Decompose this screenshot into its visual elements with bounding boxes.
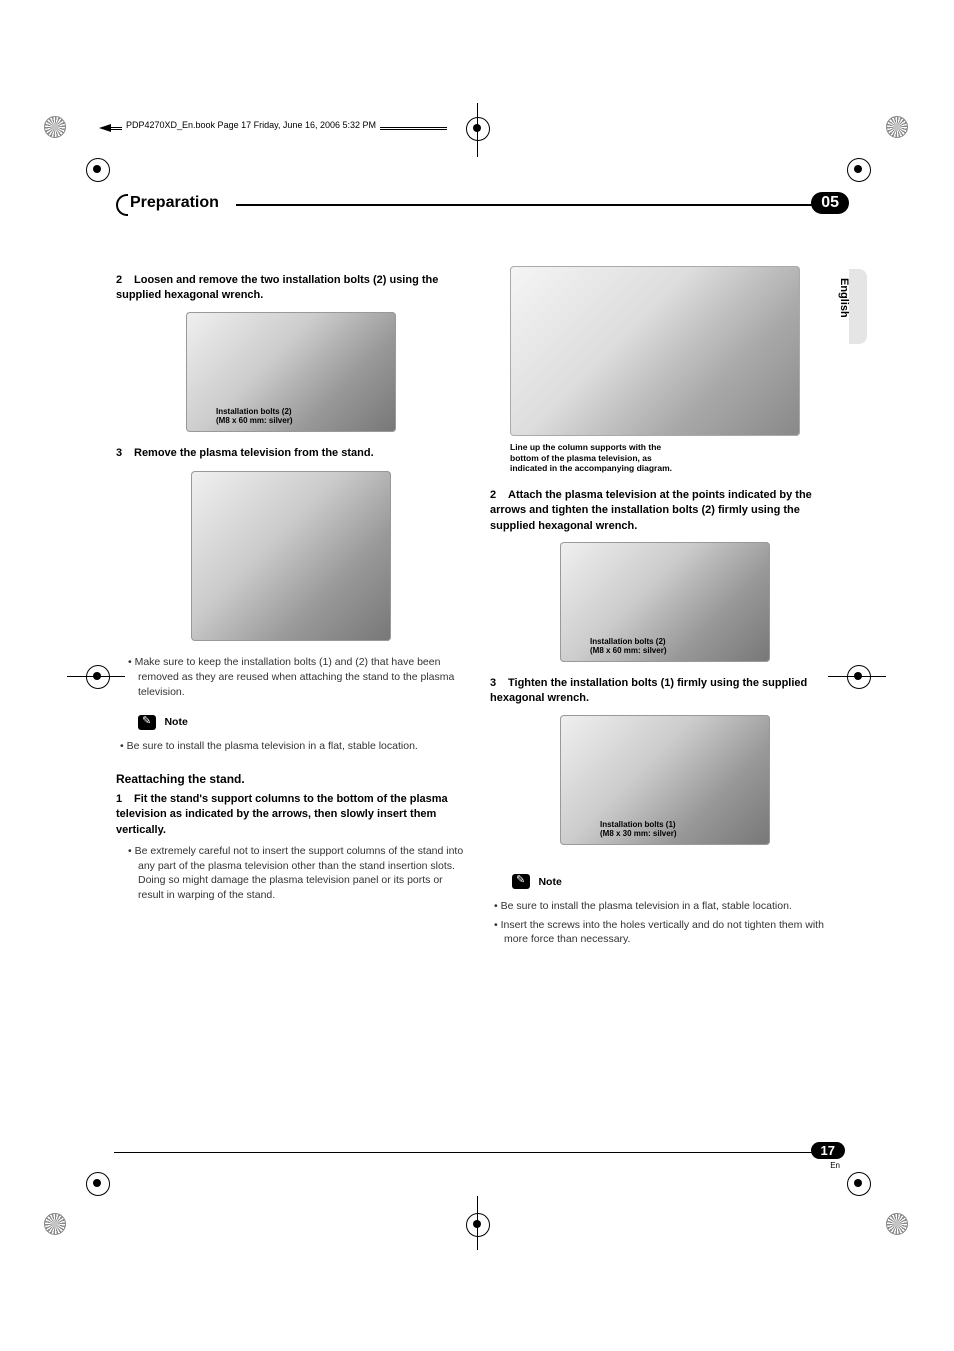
diagram3-label-line2: (M8 x 30 mm: silver) (600, 829, 676, 838)
section-rule (236, 204, 824, 206)
diagram1-label: Installation bolts (2) (M8 x 60 mm: silv… (216, 407, 292, 426)
diagram1-label-line1: Installation bolts (2) (216, 407, 292, 416)
diagram3-label-line1: Installation bolts (1) (600, 820, 676, 829)
left-step3-text: Remove the plasma television from the st… (134, 447, 374, 459)
right-column: Line up the column supports with the bot… (490, 266, 840, 947)
left-note-badge: Note (138, 713, 188, 731)
right-note-label: Note (538, 876, 561, 888)
pencil-icon (138, 715, 156, 730)
crop-corner-bl (44, 1213, 66, 1235)
reg-tr2 (847, 158, 869, 180)
right-note-bullet1: Be sure to install the plasma television… (490, 899, 840, 914)
right-step3: 3Tighten the installation bolts (1) firm… (490, 676, 840, 707)
right-note-badge: Note (512, 873, 562, 891)
diagram-remove-bolts: Installation bolts (2) (M8 x 60 mm: silv… (186, 312, 396, 432)
section-title: Preparation (130, 194, 219, 212)
diagram-lineup (510, 266, 800, 436)
diagram2-label-line1: Installation bolts (2) (590, 637, 666, 646)
left-step2-text: Loosen and remove the two installation b… (116, 274, 438, 301)
diagram-attach-bolts2: Installation bolts (2) (M8 x 60 mm: silv… (560, 542, 770, 662)
pencil-icon (512, 874, 530, 889)
left-step2: 2Loosen and remove the two installation … (116, 273, 466, 304)
right-step2: 2Attach the plasma television at the poi… (490, 488, 840, 534)
reg-tl2 (86, 158, 108, 180)
crop-corner-tr (886, 116, 908, 138)
right-step3-text: Tighten the installation bolts (1) firml… (490, 677, 807, 704)
crop-corner-br (886, 1213, 908, 1235)
diagram-remove-tv (191, 471, 391, 641)
left-note-label: Note (164, 716, 187, 728)
language-tab (849, 269, 867, 344)
left-note-bullet: Be sure to install the plasma television… (116, 739, 466, 754)
crop-corner-tl (44, 116, 66, 138)
left-step1b: 1Fit the stand's support columns to the … (116, 792, 466, 838)
diagram1-label-line2: (M8 x 60 mm: silver) (216, 416, 292, 425)
footer-rule (114, 1152, 814, 1153)
section-cap (116, 194, 128, 216)
page-lang: En (830, 1161, 840, 1170)
reg-bl2 (86, 1172, 108, 1194)
section-number-badge: 05 (811, 192, 849, 214)
header-file-text: PDP4270XD_En.book Page 17 Friday, June 1… (122, 120, 380, 130)
diagram2-label-line2: (M8 x 60 mm: silver) (590, 646, 666, 655)
diagram-lineup-caption: Line up the column supports with the bot… (510, 442, 680, 474)
left-step1b-text: Fit the stand's support columns to the b… (116, 793, 448, 836)
left-bullet2: Be extremely careful not to insert the s… (116, 844, 466, 903)
left-column: 2Loosen and remove the two installation … (116, 273, 466, 903)
reg-top-line (477, 103, 478, 157)
diagram2-label: Installation bolts (2) (M8 x 60 mm: silv… (590, 637, 666, 656)
left-step3: 3Remove the plasma television from the s… (116, 446, 466, 461)
reg-br2 (847, 1172, 869, 1194)
diagram3-label: Installation bolts (1) (M8 x 30 mm: silv… (600, 820, 676, 839)
reattach-heading: Reattaching the stand. (116, 772, 466, 786)
reg-bottom-line (477, 1196, 478, 1250)
right-step2-text: Attach the plasma television at the poin… (490, 489, 812, 532)
diagram-attach-bolts1: Installation bolts (1) (M8 x 30 mm: silv… (560, 715, 770, 845)
page-number-badge: 17 (811, 1142, 845, 1159)
left-bullet1: Make sure to keep the installation bolts… (116, 655, 466, 699)
right-note-bullet2: Insert the screws into the holes vertica… (490, 918, 840, 947)
